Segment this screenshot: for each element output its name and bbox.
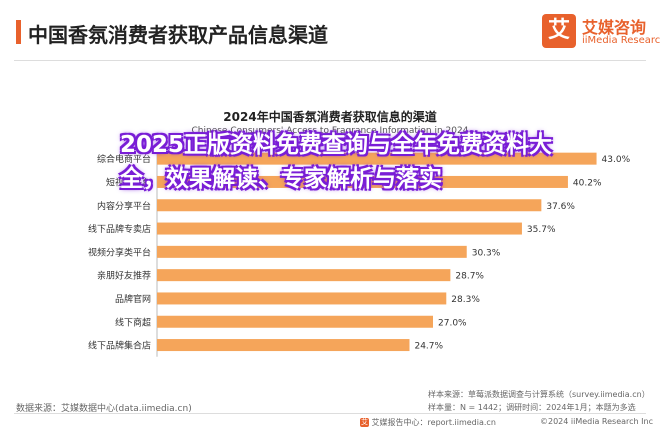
category-label: 视频分享类平台 [88,246,151,258]
footer-report[interactable]: 艾 艾媒报告中心：report.iimedia.cn [360,417,496,428]
brand-name-cn: 艾媒咨询 [582,18,647,37]
category-label: 短视频平台 [106,176,151,188]
bar [157,152,597,165]
title-accent-bar [16,20,21,44]
category-label: 线下商超 [115,316,151,328]
category-label: 线下品牌集合店 [88,340,151,352]
bar [157,339,410,352]
category-label: 亲朋好友推荐 [97,270,151,282]
category-label: 综合电商平台 [97,153,151,165]
bar [157,269,451,282]
value-label: 28.7% [455,272,484,282]
value-label: 43.0% [602,155,631,165]
header-divider [14,60,646,61]
bar [157,222,522,235]
sample-source-note: 样本来源：草莓派数据调查与计算系统（survey.iimedia.cn） [428,390,650,399]
brand-name-en: iiMedia Research [582,35,660,46]
chart-title: 2024年中国香氛消费者获取信息的渠道 [223,110,437,124]
watermark-overlay: 2025正版资料免费查询与全年免费资料大全，效果解读、专家解析与落实 [120,132,553,192]
page-title: 中国香氛消费者获取产品信息渠道 [28,23,328,47]
category-label: 品牌官网 [115,293,151,305]
footer-divider [14,413,646,414]
value-label: 37.6% [546,202,575,212]
value-label: 24.7% [414,342,443,352]
bar [157,315,433,328]
bar [157,292,447,305]
report-logo-icon: 艾 [360,418,369,427]
value-label: 35.7% [527,225,556,235]
brand-logo-icon: 艾 [542,14,576,48]
category-label: 内容分享平台 [97,200,151,212]
bar [157,175,568,188]
data-source: 数据来源：艾媒数据中心(data.iimedia.cn) [16,404,192,414]
value-label: 28.3% [451,295,480,305]
value-label: 40.2% [573,178,602,188]
chart-subtitle: Chinese Consumers' Access to Fragrance I… [191,126,469,136]
page-header: 中国香氛消费者获取产品信息渠道 艾 艾媒咨询 iiMedia Research [0,0,660,62]
bar [157,199,542,212]
footer-copyright: ©2024 iiMedia Research Inc [540,417,653,426]
bar [157,245,467,258]
value-label: 30.3% [472,248,501,258]
footer-report-link[interactable]: 艾媒报告中心：report.iimedia.cn [371,418,496,427]
category-label: 线下品牌专卖店 [88,223,151,235]
value-label: 27.0% [438,318,467,328]
sample-size-note: 样本量：N = 1442；调研时间：2024年1月；本题为多选 [428,403,636,412]
